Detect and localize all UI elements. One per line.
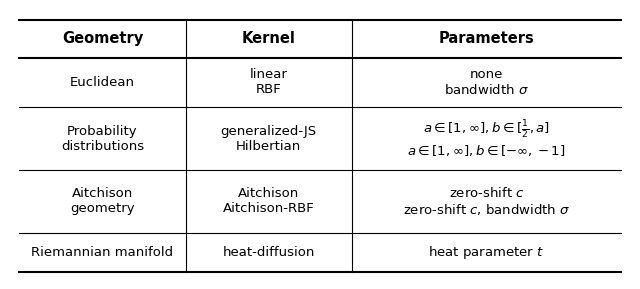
Text: Probability
distributions: Probability distributions bbox=[61, 125, 144, 153]
Text: $a \in [1, \infty], b \in [\frac{1}{2}, a]$
$a \in [1, \infty], b \in [-\infty, : $a \in [1, \infty], b \in [\frac{1}{2}, … bbox=[407, 119, 566, 158]
Text: Aitchison
Aitchison-RBF: Aitchison Aitchison-RBF bbox=[223, 188, 315, 215]
Text: heat-diffusion: heat-diffusion bbox=[223, 246, 315, 259]
Text: zero-shift $c$
zero-shift $c$, bandwidth $\sigma$: zero-shift $c$ zero-shift $c$, bandwidth… bbox=[403, 186, 570, 217]
Text: Riemannian manifold: Riemannian manifold bbox=[31, 246, 173, 259]
Text: heat parameter $t$: heat parameter $t$ bbox=[428, 244, 545, 261]
Text: linear
RBF: linear RBF bbox=[250, 68, 288, 97]
Text: none
bandwidth $\sigma$: none bandwidth $\sigma$ bbox=[444, 68, 529, 97]
Text: Aitchison
geometry: Aitchison geometry bbox=[70, 188, 134, 215]
Text: Parameters: Parameters bbox=[438, 32, 534, 47]
Text: Geometry: Geometry bbox=[62, 32, 143, 47]
Text: generalized-JS
Hilbertian: generalized-JS Hilbertian bbox=[221, 125, 317, 153]
Text: Euclidean: Euclidean bbox=[70, 76, 135, 89]
Text: Kernel: Kernel bbox=[242, 32, 296, 47]
